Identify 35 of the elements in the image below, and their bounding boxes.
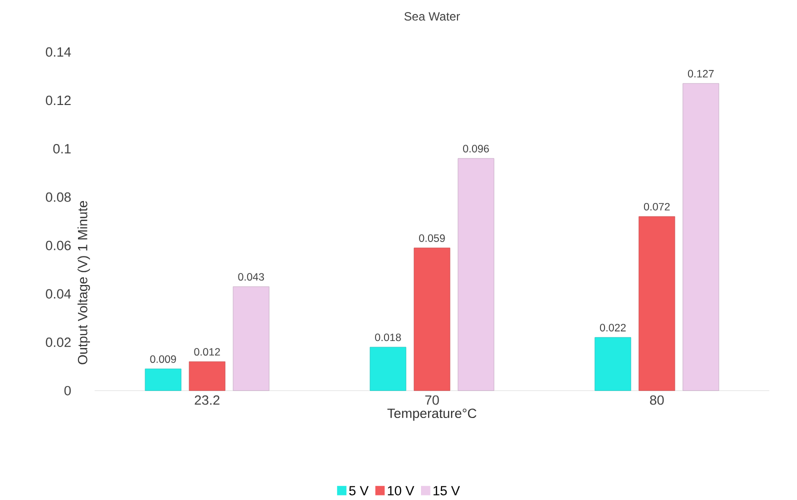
chart-title: Sea Water xyxy=(404,12,460,21)
y-tick-label: 0.1 xyxy=(53,144,71,154)
bar xyxy=(594,337,632,391)
y-tick-label: 0.04 xyxy=(46,289,71,299)
data-label: 0.018 xyxy=(375,334,401,342)
data-label: 0.022 xyxy=(600,324,626,332)
y-tick-label: 0.02 xyxy=(46,338,71,347)
bar xyxy=(232,286,270,391)
legend-label: 15 V xyxy=(434,486,460,496)
bar xyxy=(458,158,494,391)
bar xyxy=(414,248,450,391)
x-axis-title: Temperature°C xyxy=(387,408,476,421)
data-label: 0.012 xyxy=(194,348,220,356)
data-label: 0.059 xyxy=(419,234,445,242)
bar xyxy=(144,368,182,391)
data-label: 0.127 xyxy=(688,70,714,78)
bar xyxy=(370,346,406,391)
bar xyxy=(188,361,226,391)
y-tick-label: 0.12 xyxy=(46,96,71,106)
bar xyxy=(682,83,720,391)
data-label: 0.009 xyxy=(150,355,176,363)
data-label: 0.043 xyxy=(238,273,264,281)
y-tick-label: 0 xyxy=(64,386,71,396)
data-label: 0.072 xyxy=(644,202,670,211)
legend-label: 10 V xyxy=(388,486,414,496)
x-tick-label: 23.2 xyxy=(194,395,220,405)
y-tick-label: 0.14 xyxy=(46,47,71,57)
bar xyxy=(638,216,676,391)
legend-label: 5 V xyxy=(349,486,369,496)
y-tick-label: 0.08 xyxy=(46,192,71,202)
y-axis-title: Output Voltage (V) 1 Minute xyxy=(78,201,90,364)
y-tick-label: 0.06 xyxy=(46,240,71,250)
data-label: 0.096 xyxy=(463,144,489,152)
x-tick-label: 80 xyxy=(650,395,664,405)
x-tick-label: 70 xyxy=(425,395,439,405)
